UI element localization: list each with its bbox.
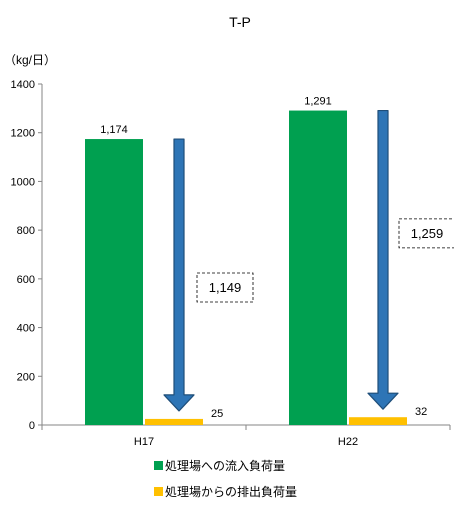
- y-tick-label: 600: [17, 274, 35, 286]
- y-tick-label: 800: [17, 225, 35, 237]
- bar-value-label: 1,174: [100, 124, 128, 136]
- legend-swatch-outflow: [154, 487, 163, 496]
- reduction-label: 1,149: [209, 280, 242, 295]
- y-tick-label: 1400: [11, 79, 35, 91]
- bar-value-label: 1,291: [304, 96, 332, 108]
- bar-inflow: [85, 139, 143, 425]
- y-unit-label: （kg/日）: [4, 53, 56, 67]
- y-tick-label: 200: [17, 371, 35, 383]
- bar-inflow: [289, 110, 347, 425]
- reduction-arrow: [163, 138, 195, 412]
- x-tick-label: H22: [338, 436, 358, 448]
- y-tick-label: 400: [17, 323, 35, 335]
- reduction-label: 1,259: [411, 226, 444, 241]
- chart-title: T-P: [229, 14, 251, 30]
- bar-value-label: 32: [415, 406, 427, 418]
- reduction-arrow: [367, 109, 399, 410]
- x-tick-label: H17: [134, 436, 154, 448]
- y-tick-label: 1000: [11, 176, 35, 188]
- legend-swatch-inflow: [154, 461, 163, 470]
- y-tick-label: 1200: [11, 128, 35, 140]
- reduction-label-box: [398, 218, 454, 249]
- legend-label: 処理場からの排出負荷量: [165, 485, 297, 499]
- y-tick-label: 0: [29, 420, 35, 432]
- legend-label: 処理場への流入負荷量: [165, 459, 285, 473]
- bar-outflow: [349, 417, 407, 425]
- bar-outflow: [145, 418, 203, 425]
- bar-value-label: 25: [211, 408, 223, 420]
- reduction-label-box: [196, 272, 254, 303]
